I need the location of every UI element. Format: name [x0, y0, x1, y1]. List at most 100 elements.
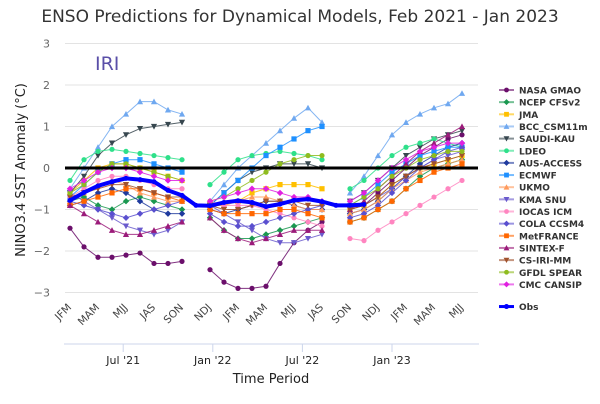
- marker-circle: [389, 152, 395, 159]
- legend-label: SAUDI-KAU: [519, 135, 575, 145]
- marker-circle: [235, 186, 241, 192]
- marker-triangle-down: [136, 227, 144, 234]
- marker-diamond: [262, 218, 270, 226]
- marker-circle: [319, 157, 325, 163]
- marker-triangle-down: [122, 182, 130, 188]
- legend-label: SINTEX-F: [519, 244, 565, 254]
- marker-triangle: [276, 231, 284, 237]
- legend-item[interactable]: BCC_CSM11m: [499, 123, 588, 133]
- marker-circle: [235, 202, 241, 208]
- marker-square: [389, 169, 395, 175]
- obs-point: [165, 187, 171, 193]
- marker-circle: [504, 269, 509, 275]
- marker-triangle-down: [136, 125, 144, 132]
- marker-circle: [319, 152, 325, 159]
- legend-item[interactable]: AUS-ACCESS: [499, 159, 582, 169]
- marker-circle: [207, 267, 213, 273]
- marker-diamond: [503, 99, 510, 106]
- date-tick-label: Jan '23: [372, 354, 410, 367]
- obs-point: [109, 179, 115, 185]
- marker-triangle-down: [164, 227, 172, 234]
- x-tick-label: NDJ: [360, 302, 382, 324]
- marker-circle: [361, 238, 367, 244]
- marker-triangle: [108, 123, 116, 130]
- legend-item[interactable]: CS-IRI-MM: [499, 257, 571, 267]
- legend-item[interactable]: KMA SNU: [499, 196, 566, 206]
- marker-diamond: [262, 185, 270, 192]
- marker-circle: [504, 148, 509, 154]
- marker-square: [291, 206, 297, 213]
- marker-triangle-down: [388, 182, 396, 188]
- marker-circle: [504, 209, 509, 214]
- legend-item[interactable]: NCEP CFSv2: [499, 99, 580, 109]
- marker-triangle: [402, 160, 410, 167]
- legend-item[interactable]: ECMWF: [499, 172, 557, 182]
- marker-triangle: [374, 152, 382, 159]
- marker-square: [221, 211, 227, 217]
- marker-circle: [431, 152, 437, 159]
- legend-item[interactable]: IOCAS ICM: [499, 208, 572, 218]
- legend-item-obs[interactable]: Obs: [499, 303, 538, 313]
- y-tick-label: 2: [43, 79, 50, 92]
- marker-triangle: [444, 100, 452, 107]
- legend-item[interactable]: UKMO: [499, 184, 550, 194]
- x-tick-label: MJJ: [111, 302, 130, 321]
- legend: NASA GMAO NCEP CFSv2 JMA BCC_CSM11m SAUDI-KA…: [499, 87, 588, 313]
- legend-label: NASA GMAO: [519, 87, 581, 97]
- marker-circle: [95, 177, 101, 184]
- marker-diamond: [164, 210, 172, 217]
- obs-point: [95, 183, 101, 189]
- marker-triangle-down: [290, 240, 298, 246]
- marker-circle: [95, 254, 101, 260]
- marker-triangle: [164, 223, 172, 229]
- marker-circle: [81, 182, 87, 188]
- marker-diamond: [136, 168, 144, 176]
- marker-circle: [109, 161, 115, 167]
- legend-item[interactable]: SAUDI-KAU: [499, 135, 575, 145]
- legend-item[interactable]: CMC CANSIP: [499, 281, 582, 291]
- y-tick-label: −1: [34, 204, 50, 217]
- x-tick-label: SON: [162, 302, 187, 327]
- marker-diamond: [416, 148, 424, 155]
- legend-label: KMA SNU: [519, 196, 566, 206]
- legend-item[interactable]: COLA CCSM4: [499, 220, 584, 230]
- marker-circle: [151, 152, 157, 159]
- marker-triangle-down: [94, 152, 102, 159]
- grid: [65, 43, 478, 293]
- marker-diamond: [108, 185, 116, 192]
- x-tick-label: JAS: [305, 301, 326, 322]
- marker-triangle: [346, 210, 354, 217]
- marker-square: [305, 182, 311, 188]
- marker-circle: [431, 194, 437, 200]
- marker-diamond: [178, 206, 186, 213]
- marker-square: [361, 215, 367, 221]
- legend-item[interactable]: SINTEX-F: [499, 244, 565, 254]
- marker-circle: [417, 202, 423, 208]
- legend-item[interactable]: GFDL SPEAR: [499, 269, 582, 279]
- marker-diamond: [80, 177, 88, 184]
- marker-circle: [403, 211, 409, 217]
- date-axis: Jul '21 Jan '22 Jul '22 Jan '23: [64, 343, 479, 367]
- marker-triangle-down: [430, 161, 438, 167]
- legend-item[interactable]: MetFRANCE: [499, 232, 579, 242]
- marker-square: [305, 211, 311, 217]
- observed-series: [67, 175, 367, 210]
- x-tick-label: MAM: [412, 302, 438, 328]
- legend-item[interactable]: NASA GMAO: [499, 87, 581, 97]
- marker-circle: [375, 186, 381, 192]
- marker-square: [291, 182, 297, 188]
- marker-triangle-down: [66, 194, 74, 201]
- marker-square: [504, 111, 509, 117]
- marker-circle: [305, 219, 311, 225]
- marker-triangle: [66, 202, 74, 208]
- marker-triangle: [346, 189, 354, 196]
- legend-label: ECMWF: [519, 172, 557, 182]
- obs-point: [151, 179, 157, 185]
- obs-point: [291, 197, 297, 203]
- marker-circle: [67, 225, 73, 231]
- legend-item[interactable]: JMA: [499, 111, 538, 121]
- marker-circle: [459, 177, 465, 184]
- legend-item[interactable]: LDEO: [499, 147, 546, 157]
- marker-diamond: [178, 177, 186, 184]
- marker-square: [431, 148, 437, 154]
